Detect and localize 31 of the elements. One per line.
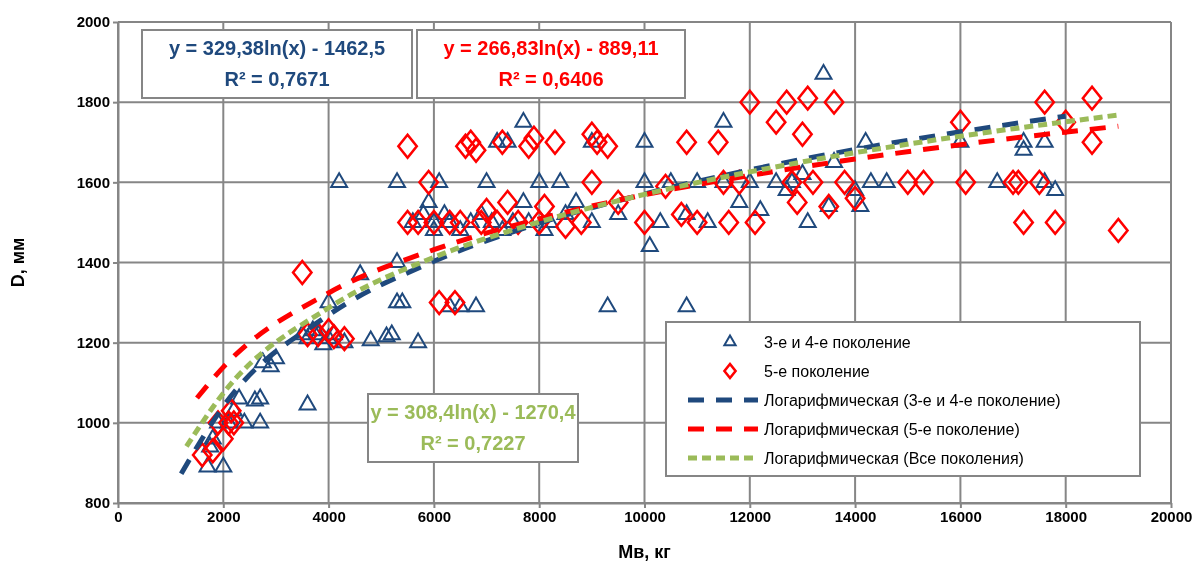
x-axis-title: Мв, кг (618, 542, 672, 562)
y-tick-label: 1200 (76, 333, 110, 351)
x-tick-label: 18000 (1045, 507, 1088, 525)
x-tick-label: 8000 (523, 507, 557, 525)
x-tick-label: 0 (114, 507, 123, 525)
y-tick-label: 1000 (76, 414, 110, 432)
annotation: R² = 0,7671 (224, 68, 330, 90)
x-tick-label: 6000 (417, 507, 452, 525)
annotation: R² = 0,6406 (498, 68, 604, 90)
y-tick-label: 1800 (76, 93, 110, 111)
x-tick-label: 16000 (940, 507, 982, 525)
x-tick-label: 4000 (312, 507, 346, 525)
y-tick-label: 1400 (76, 253, 110, 271)
legend-label: 5-е поколение (764, 363, 870, 380)
x-tick-label: 20000 (1150, 507, 1193, 525)
x-tick-label: 14000 (834, 507, 877, 525)
legend-label: Логарифмическая (5-е поколение) (764, 421, 1020, 438)
annotation: y = 308,4ln(x) - 1270,4 (370, 401, 577, 423)
y-tick-label: 800 (84, 494, 110, 512)
annotation: R² = 0,7227 (420, 432, 526, 454)
legend-label: Логарифмическая (Все поколения) (764, 450, 1024, 467)
legend-label: 3-е и 4-е поколение (764, 334, 911, 351)
x-tick-label: 10000 (624, 507, 666, 525)
annotation: y = 266,83ln(x) - 889,11 (443, 37, 659, 59)
x-tick-label: 12000 (729, 507, 772, 525)
y-tick-label: 2000 (76, 13, 110, 31)
legend-label: Логарифмическая (3-е и 4-е поколение) (764, 392, 1061, 409)
y-axis-title: D, мм (8, 237, 28, 288)
annotation: y = 329,38ln(x) - 1462,5 (168, 37, 386, 59)
y-tick-label: 1600 (76, 173, 110, 191)
x-tick-label: 2000 (207, 507, 241, 525)
